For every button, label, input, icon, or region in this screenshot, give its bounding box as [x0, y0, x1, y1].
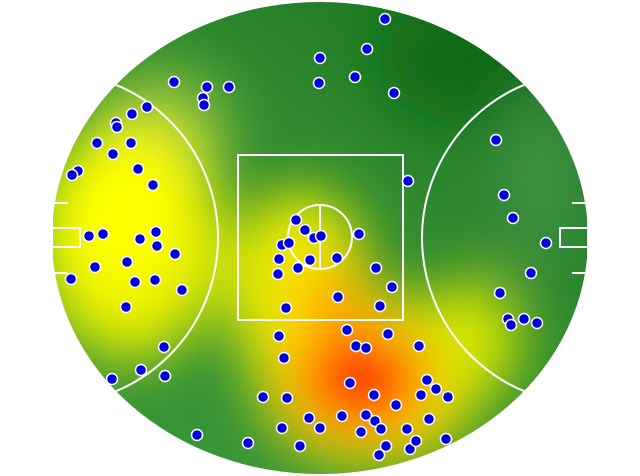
data-point — [105, 372, 119, 386]
data-point — [168, 247, 182, 261]
data-point — [372, 448, 386, 462]
data-point — [119, 300, 133, 314]
data-point — [149, 225, 163, 239]
data-point — [489, 133, 503, 147]
data-point — [441, 390, 455, 404]
data-point — [282, 236, 296, 250]
data-point — [277, 351, 291, 365]
data-point — [379, 439, 393, 453]
data-point — [125, 107, 139, 121]
data-point — [302, 411, 316, 425]
data-point — [335, 409, 349, 423]
data-point — [381, 327, 395, 341]
data-point — [354, 425, 368, 439]
data-point — [120, 255, 134, 269]
data-point — [348, 70, 362, 84]
data-point — [387, 86, 401, 100]
data-point — [303, 253, 317, 267]
data-point — [289, 213, 303, 227]
data-point — [134, 363, 148, 377]
data-point — [190, 428, 204, 442]
data-point — [313, 51, 327, 65]
data-point — [401, 174, 415, 188]
data-point — [64, 272, 78, 286]
data-point — [272, 329, 286, 343]
data-point — [298, 223, 312, 237]
data-point — [96, 227, 110, 241]
data-point — [493, 286, 507, 300]
data-point — [359, 408, 373, 422]
data-point — [340, 323, 354, 337]
data-point — [530, 316, 544, 330]
data-point — [88, 260, 102, 274]
data-point — [359, 341, 373, 355]
data-point — [146, 178, 160, 192]
data-point — [280, 391, 294, 405]
data-point — [360, 42, 374, 56]
data-point — [331, 290, 345, 304]
data-point — [378, 12, 392, 26]
data-point — [506, 211, 520, 225]
data-point — [256, 390, 270, 404]
data-point — [343, 376, 357, 390]
data-point — [128, 275, 142, 289]
data-point — [369, 261, 383, 275]
data-point — [82, 229, 96, 243]
data-point — [389, 398, 403, 412]
data-point — [367, 388, 381, 402]
data-point — [409, 434, 423, 448]
data-point — [175, 283, 189, 297]
data-point — [148, 273, 162, 287]
data-point — [200, 80, 214, 94]
data-point — [65, 168, 79, 182]
data-point — [422, 412, 436, 426]
data-point — [272, 252, 286, 266]
data-point — [439, 432, 453, 446]
data-point — [420, 373, 434, 387]
data-point — [400, 422, 414, 436]
data-point — [150, 239, 164, 253]
data-point — [517, 312, 531, 326]
data-point — [349, 339, 363, 353]
data-point — [330, 251, 344, 265]
data-point — [157, 340, 171, 354]
data-point — [539, 236, 553, 250]
data-point — [279, 301, 293, 315]
data-point — [374, 422, 388, 436]
data-point — [314, 229, 328, 243]
data-point — [414, 388, 428, 402]
data-point — [412, 339, 426, 353]
data-point — [373, 299, 387, 313]
data-point — [312, 76, 326, 90]
data-point — [197, 98, 211, 112]
data-point — [385, 280, 399, 294]
data-point — [90, 136, 104, 150]
data-point — [313, 421, 327, 435]
data-point — [110, 120, 124, 134]
data-point — [158, 369, 172, 383]
data-point — [241, 436, 255, 450]
data-point — [352, 227, 366, 241]
data-point — [106, 147, 120, 161]
data-point — [429, 382, 443, 396]
data-point — [291, 261, 305, 275]
data-point — [140, 100, 154, 114]
data-point — [271, 267, 285, 281]
data-point — [504, 318, 518, 332]
data-point — [293, 439, 307, 453]
data-point — [167, 75, 181, 89]
data-point — [497, 188, 511, 202]
data-point — [275, 421, 289, 435]
data-point — [124, 136, 138, 150]
data-point — [222, 80, 236, 94]
data-point — [131, 162, 145, 176]
data-point — [524, 266, 538, 280]
data-point — [133, 232, 147, 246]
